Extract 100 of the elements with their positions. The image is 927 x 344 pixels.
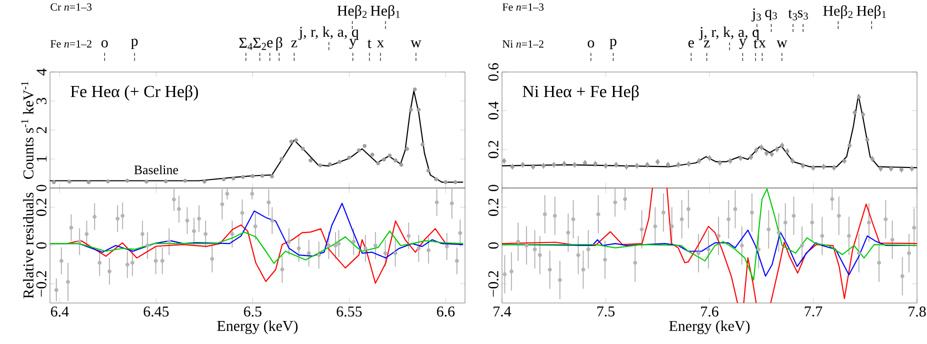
point (820, 234, 824, 238)
point (352, 240, 356, 244)
point (253, 224, 258, 228)
point (792, 214, 796, 218)
point (98, 260, 102, 265)
point (686, 207, 690, 212)
text: p (131, 38, 138, 49)
y-tick-label: 0 (488, 242, 498, 249)
y-axis-title: Relative residuals (22, 192, 34, 298)
point (406, 234, 411, 238)
point (756, 247, 761, 252)
text: j, r, k, a, q (298, 26, 359, 40)
point (316, 253, 321, 258)
x-tick-label: 7.7 (804, 306, 822, 317)
text: o (588, 40, 594, 48)
line-series (49, 230, 464, 264)
point (154, 258, 158, 263)
point (836, 214, 841, 218)
point (69, 226, 74, 230)
y-tick-label: 0 (36, 242, 46, 249)
point (750, 210, 754, 215)
text: y (349, 38, 357, 49)
point (716, 234, 721, 238)
point (726, 217, 731, 222)
text: t (368, 40, 372, 48)
point (830, 197, 834, 202)
point (296, 246, 301, 250)
point (92, 214, 97, 219)
point (434, 200, 439, 204)
y-tick-label: 0 (488, 184, 498, 192)
point (306, 251, 311, 256)
text: x (376, 40, 384, 48)
point (192, 229, 196, 234)
point (680, 217, 684, 222)
y-tick-label: 0.2 (36, 198, 46, 216)
text: Fe Heα (+ Cr Heβ) (70, 85, 198, 101)
text: Heβ$_{2}$ (823, 5, 852, 19)
point (240, 210, 244, 215)
x-tick-label: 7.4 (494, 306, 512, 317)
point (450, 201, 454, 206)
x-tick-label: 7.8 (908, 306, 926, 317)
point (846, 234, 851, 238)
text: Ni n=1–2 (502, 40, 544, 48)
point (426, 248, 431, 252)
text: e (688, 40, 694, 48)
point (783, 220, 788, 224)
y-tick-label: −0.2 (36, 271, 46, 297)
point (856, 251, 861, 256)
text: Heβ$_{1}$ (856, 5, 886, 19)
point (266, 200, 271, 204)
y-tick-label: 0 (36, 184, 46, 192)
point (416, 246, 421, 250)
point (120, 214, 125, 218)
point (733, 207, 738, 212)
text: Ni Heα + Fe Heβ (522, 85, 639, 101)
point (596, 212, 600, 216)
x-tick-label: 6.55 (336, 306, 362, 317)
point (907, 251, 912, 256)
point (576, 253, 580, 258)
y-tick-label: 0.4 (488, 102, 498, 120)
point (776, 230, 781, 235)
text: p (610, 38, 616, 50)
point (444, 244, 449, 248)
point (336, 242, 341, 246)
text: Σ$_{2}$ (253, 38, 266, 50)
point (197, 216, 202, 221)
point (54, 288, 58, 292)
text: t (754, 40, 758, 48)
point (766, 227, 771, 232)
point (280, 267, 284, 272)
point (116, 216, 120, 221)
text: w (776, 40, 788, 48)
point (912, 226, 916, 230)
x-tick-label: 7.5 (597, 306, 615, 317)
point (140, 232, 144, 236)
point (548, 268, 552, 272)
point (160, 258, 164, 263)
x-axis-title: Energy (keV) (669, 320, 750, 334)
point (130, 260, 134, 265)
point (225, 192, 230, 196)
point (800, 244, 804, 248)
point (890, 238, 894, 242)
text: o (101, 40, 108, 48)
text: z (704, 40, 710, 48)
point (877, 260, 882, 265)
point (84, 232, 89, 236)
y-tick-label: 4 (36, 68, 46, 76)
text: Fe n=1–2 (50, 40, 92, 48)
point (230, 232, 234, 236)
x-tick-label: 6.4 (50, 306, 69, 317)
text: e (267, 40, 273, 48)
point (670, 224, 674, 228)
point (542, 212, 547, 216)
text: q$_{3}$ (765, 10, 777, 20)
point (524, 244, 528, 248)
point (107, 269, 112, 274)
point (250, 192, 254, 196)
point (167, 240, 172, 244)
point (532, 247, 537, 252)
point (696, 251, 701, 256)
